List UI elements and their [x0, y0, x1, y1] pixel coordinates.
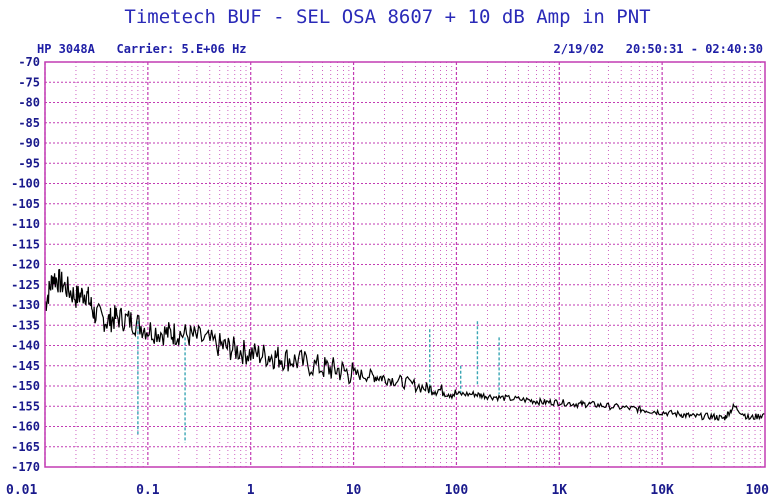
instrument-carrier-info: HP 3048A Carrier: 5.E+06 Hz [37, 42, 247, 56]
x-tick-label: 10K [650, 483, 674, 498]
y-tick-label: -170 [11, 460, 40, 474]
x-tick-label: 100 [746, 483, 770, 498]
y-tick-label: -155 [11, 399, 40, 413]
measurement-timestamp: 2/19/02 20:50:31 - 02:40:30 [553, 42, 763, 56]
chart-title: Timetech BUF - SEL OSA 8607 + 10 dB Amp … [124, 6, 651, 28]
x-tick-label: 0.1 [136, 483, 160, 498]
x-tick-label: 1K [551, 483, 567, 498]
x-tick-label: 0.01 [6, 483, 37, 498]
y-tick-label: -95 [18, 156, 40, 170]
y-tick-label: -80 [18, 96, 40, 110]
noise-trace [44, 268, 766, 421]
y-tick-label: -145 [11, 359, 40, 373]
y-tick-label: -125 [11, 278, 40, 292]
y-tick-label: -160 [11, 420, 40, 434]
x-tick-label: 10 [346, 483, 362, 498]
y-tick-label: -165 [11, 440, 40, 454]
y-tick-label: -140 [11, 339, 40, 353]
plot-frame [44, 61, 766, 468]
y-tick-label: -135 [11, 318, 40, 332]
x-tick-label: 1 [247, 483, 255, 498]
y-tick-label: -100 [11, 177, 40, 191]
y-tick-label: -90 [18, 136, 40, 150]
y-tick-label: -110 [11, 217, 40, 231]
y-tick-label: -150 [11, 379, 40, 393]
y-tick-labels: -70 -75 -80 -85 -90 -95 -100 -105 -110 -115 -120 -1… [11, 55, 40, 474]
y-tick-label: -120 [11, 258, 40, 272]
grid-lines [44, 61, 765, 468]
y-tick-label: -115 [11, 237, 40, 251]
x-tick-label: 100 [445, 483, 469, 498]
y-tick-label: -70 [18, 55, 40, 69]
y-tick-label: -105 [11, 197, 40, 211]
y-tick-label: -85 [18, 116, 40, 130]
y-tick-label: -130 [11, 298, 40, 312]
y-tick-label: -75 [18, 75, 40, 89]
spur-lines [137, 321, 500, 443]
x-tick-labels: 0.01 0.1 1 10 100 1K 10K 100 [6, 483, 769, 498]
